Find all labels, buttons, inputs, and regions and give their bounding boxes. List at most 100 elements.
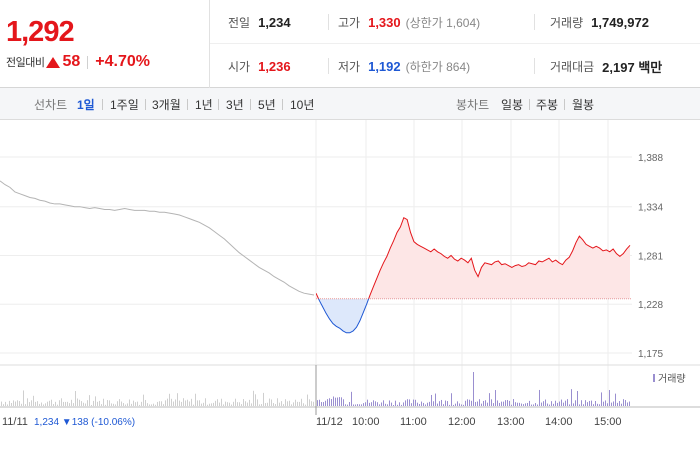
candle-tab-week[interactable]: 주봉 [536, 97, 559, 112]
stat-prev-close: 전일 1,234 [228, 0, 291, 44]
volume-bar-prev [197, 400, 198, 406]
volume-bar-prev [159, 401, 160, 406]
candle-tab-month[interactable]: 월봉 [572, 97, 595, 112]
period-tab-10y[interactable]: 10년 [290, 97, 315, 112]
volume-bar-prev [219, 402, 220, 406]
volume-bar-prev [103, 398, 104, 406]
volume-bar [511, 404, 512, 406]
volume-bar-prev [99, 400, 100, 406]
volume-bar-prev [303, 403, 304, 406]
volume-bar [525, 403, 526, 406]
volume-bar [495, 390, 496, 406]
volume-bar [565, 400, 566, 406]
stat-value: 1,330 [368, 14, 401, 30]
volume-bar [393, 404, 394, 406]
volume-bar-prev [315, 401, 316, 406]
volume-bar-prev [297, 401, 298, 406]
volume-bar-prev [73, 403, 74, 406]
period-tab-3m[interactable]: 3개월 [152, 97, 181, 112]
volume-bar-prev [109, 400, 110, 406]
volume-bar-prev [247, 402, 248, 406]
volume-bar [449, 404, 450, 406]
stat-label: 시가 [228, 59, 251, 74]
volume-bar-prev [213, 402, 214, 406]
volume-bar-prev [195, 393, 196, 406]
volume-bar-prev [7, 404, 8, 406]
volume-bar [447, 401, 448, 406]
candle-tab-day[interactable]: 일봉 [501, 97, 524, 112]
period-tab-3y[interactable]: 3년 [226, 97, 244, 112]
volume-bar-prev [189, 401, 190, 406]
toolbar-divider [145, 99, 146, 110]
volume-bar-prev [79, 399, 80, 406]
y-tick-label: 1,281 [638, 251, 663, 262]
volume-bar [353, 404, 354, 406]
volume-bar-prev [83, 402, 84, 406]
stat-limit: (하한가 864) [405, 59, 471, 74]
volume-bar [319, 399, 320, 406]
stat-amount: 거래대금 2,197 백만 [550, 44, 662, 88]
volume-bar-prev [239, 402, 240, 406]
volume-bar [325, 400, 326, 406]
chart-labels: 1,388 1,334 1,281 1,228 1,175 거래량 11/11 1,234 ▼… [2, 153, 686, 428]
volume-bar-prev [71, 399, 72, 406]
volume-bar [475, 401, 476, 406]
volume-bar-prev [193, 404, 194, 406]
stat-divider [534, 58, 535, 74]
volume-bar-prev [11, 403, 12, 406]
change-line: 전일대비 58 +4.70% [6, 53, 150, 71]
volume-bar-prev [289, 400, 290, 406]
volume-bar [575, 400, 576, 406]
volume-bar-prev [135, 402, 136, 406]
volume-bar-prev [51, 399, 52, 406]
volume-bar-prev [167, 398, 168, 406]
volume-bar-prev [165, 400, 166, 406]
stat-divider [328, 14, 329, 30]
volume-bar-prev [155, 404, 156, 406]
period-tab-5y[interactable]: 5년 [258, 97, 276, 112]
volume-bar [489, 393, 490, 406]
stat-divider [534, 14, 535, 30]
toolbar-divider [250, 99, 251, 110]
volume-bar [601, 392, 602, 406]
volume-bar-prev [163, 404, 164, 406]
volume-bar-prev [201, 403, 202, 406]
volume-bar [383, 400, 384, 406]
volume-bar-prev [87, 400, 88, 406]
volume-bar [593, 404, 594, 406]
volume-bar-prev [37, 401, 38, 406]
volume-bar [457, 401, 458, 406]
area-above-baseline [316, 217, 630, 299]
volume-bar-prev [169, 393, 170, 406]
volume-bar-prev [243, 399, 244, 406]
volume-bar [497, 400, 498, 406]
toolbar-divider [564, 99, 565, 110]
volume-bar-prev [293, 402, 294, 406]
volume-bar [395, 400, 396, 406]
up-triangle-icon [46, 56, 61, 68]
volume-bar-prev [267, 402, 268, 406]
volume-bar [405, 400, 406, 406]
volume-bar [613, 401, 614, 406]
volume-bar [611, 402, 612, 406]
volume-bar-prev [55, 401, 56, 406]
volume-bar [535, 403, 536, 406]
volume-bar [501, 401, 502, 406]
volume-bar [361, 404, 362, 406]
volume-bar [547, 403, 548, 406]
time-tick-label: 14:00 [545, 416, 573, 428]
volume-bar-prev [123, 403, 124, 406]
period-tab-1d[interactable]: 1일 [77, 97, 95, 112]
volume-bar-prev [101, 404, 102, 406]
volume-bar [317, 400, 318, 406]
volume-bar-prev [75, 390, 76, 406]
volume-bar [577, 391, 578, 406]
volume-bar-prev [241, 404, 242, 406]
volume-bar-prev [281, 401, 282, 406]
volume-bar-prev [207, 404, 208, 406]
volume-bar [485, 400, 486, 406]
period-tab-1y[interactable]: 1년 [195, 97, 213, 112]
period-tab-1w[interactable]: 1주일 [110, 97, 139, 112]
volume-bar-prev [63, 401, 64, 406]
volume-bar-prev [111, 403, 112, 406]
